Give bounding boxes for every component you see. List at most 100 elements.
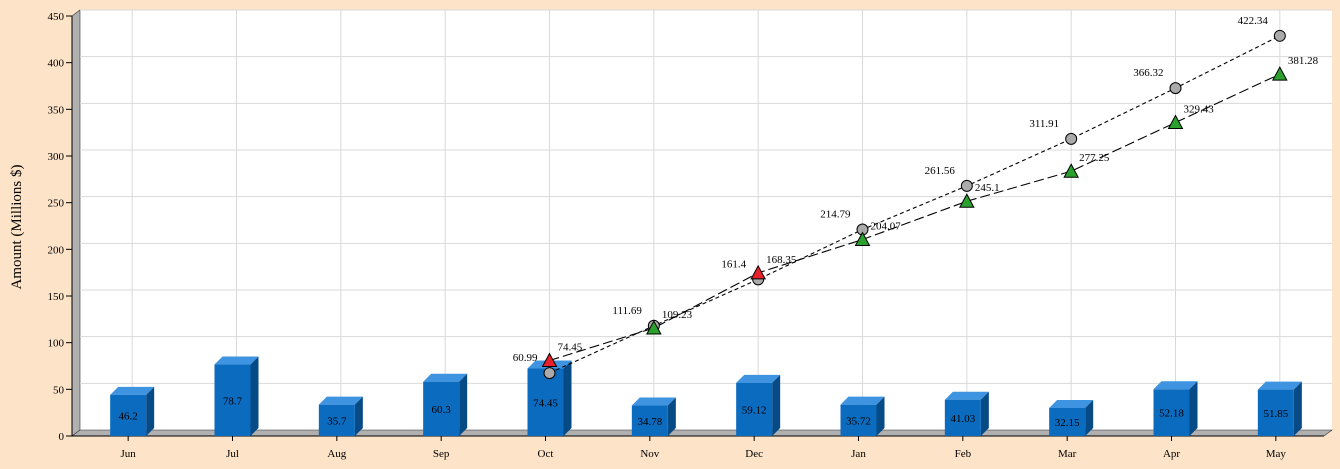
x-tick-label: Dec — [745, 448, 763, 460]
y-tick-label: 50 — [53, 384, 65, 396]
bar-value-label: 78.7 — [223, 395, 243, 407]
bar — [318, 404, 355, 436]
bar-top — [1257, 381, 1302, 390]
circle-point-label: 214.79 — [820, 209, 851, 221]
bar-value-label: 34.78 — [637, 416, 662, 428]
bar-value-label: 60.3 — [432, 404, 452, 416]
circle-point-label: 261.56 — [925, 165, 956, 177]
bar — [1049, 407, 1086, 436]
x-tick-label: Nov — [640, 448, 659, 460]
bar — [527, 368, 564, 436]
bar-top — [1049, 399, 1094, 408]
y-tick-label: 350 — [48, 104, 65, 116]
y-tick-label: 300 — [48, 151, 65, 163]
y-axis-label: Amount (Millions $) — [9, 164, 25, 289]
bar-side — [1189, 381, 1198, 436]
triangle-point-label: 381.28 — [1288, 55, 1319, 67]
axis-wall — [71, 9, 81, 437]
x-tick-label: Jul — [226, 448, 239, 460]
bar-top — [423, 373, 468, 382]
bar — [840, 404, 877, 436]
bar-side — [250, 356, 259, 436]
bar-top — [736, 374, 781, 383]
circle-marker — [960, 179, 973, 192]
y-tick-label: 100 — [48, 338, 65, 350]
triangle-marker — [958, 193, 975, 208]
bar — [1153, 389, 1190, 436]
bar — [631, 405, 668, 436]
y-tick-label: 400 — [48, 58, 65, 70]
bar — [214, 364, 251, 436]
bar-side — [1293, 381, 1302, 436]
triangle-point-label: 109.23 — [662, 309, 693, 321]
triangle-point-label: 74.45 — [558, 342, 583, 354]
circle-point-label: 311.91 — [1029, 118, 1059, 130]
x-tick-label: Jun — [121, 448, 137, 460]
triangle-marker — [1063, 163, 1080, 178]
bar-value-label: 51.85 — [1263, 408, 1288, 420]
bar-value-label: 41.03 — [950, 413, 975, 425]
y-tick-label: 150 — [48, 291, 65, 303]
bar-top — [110, 386, 155, 395]
x-tick-label: Oct — [538, 448, 554, 460]
bar-value-label: 52.18 — [1159, 408, 1184, 420]
triangle-point-label: 245.1 — [975, 182, 1000, 194]
x-tick-label: Sep — [433, 448, 450, 460]
bar-value-label: 46.2 — [119, 410, 138, 422]
x-tick-label: Feb — [955, 448, 972, 460]
plot-area — [80, 10, 1332, 430]
bar-side — [563, 360, 572, 436]
x-tick-label: Apr — [1163, 448, 1180, 460]
bar-side — [1085, 399, 1094, 436]
triangle-point-label: 277.25 — [1079, 152, 1110, 164]
triangle-marker — [1271, 66, 1288, 81]
bar-value-label: 74.45 — [533, 397, 558, 409]
bar-side — [146, 386, 155, 436]
bar-value-label: 59.12 — [742, 404, 767, 416]
triangle-point-label: 329.43 — [1184, 104, 1215, 116]
bar-value-label: 32.15 — [1055, 417, 1080, 429]
circle-marker — [1169, 82, 1182, 95]
bar-top — [318, 396, 363, 405]
bar-value-label: 35.72 — [846, 415, 871, 427]
y-tick-label: 250 — [48, 198, 65, 210]
circle-marker — [1065, 132, 1078, 145]
triangle-marker — [541, 352, 558, 368]
circle-point-label: 422.34 — [1238, 15, 1269, 27]
circle-point-label: 111.69 — [612, 305, 642, 317]
bar-top — [631, 397, 676, 406]
bar-top — [214, 356, 259, 365]
circle-marker — [1273, 29, 1286, 42]
circle-point-label: 161.4 — [721, 258, 746, 270]
circle-marker — [543, 367, 556, 380]
bar-side — [876, 396, 885, 436]
bar-side — [667, 397, 676, 436]
bar — [736, 382, 773, 436]
x-tick-label: Jan — [851, 448, 866, 460]
bar-top — [840, 396, 885, 405]
x-tick-label: Mar — [1058, 448, 1077, 460]
bar-side — [980, 391, 989, 436]
bar — [944, 399, 981, 436]
bar-value-label: 35.7 — [327, 415, 347, 427]
cumulative-line-circle — [549, 35, 1281, 374]
circle-point-label: 366.32 — [1133, 67, 1163, 79]
triangle-point-label: 168.35 — [766, 254, 797, 266]
triangle-marker — [854, 231, 871, 247]
y-tick-label: 450 — [48, 11, 65, 23]
triangle-marker — [645, 319, 662, 335]
bar-top — [944, 391, 989, 400]
y-tick-label: 200 — [48, 244, 65, 256]
circle-point-label: 60.99 — [513, 352, 538, 364]
bar — [110, 394, 147, 436]
x-tick-label: May — [1266, 448, 1287, 460]
bar-side — [354, 396, 363, 436]
x-tick-label: Aug — [327, 448, 346, 460]
bar — [423, 381, 460, 436]
triangle-marker — [750, 264, 767, 280]
bar-top — [1153, 381, 1198, 390]
triangle-point-label: 204.07 — [871, 221, 902, 233]
bar-side — [772, 374, 781, 436]
axis-floor — [71, 429, 1333, 437]
